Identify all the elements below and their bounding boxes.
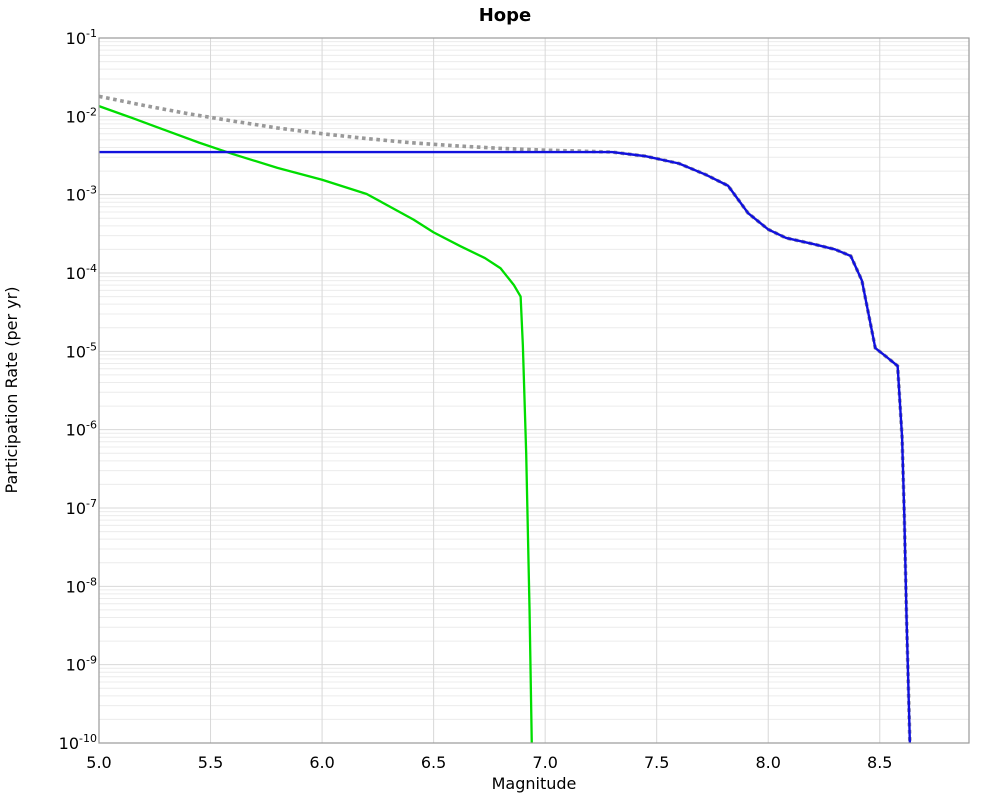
x-tick-label: 5.5 — [198, 753, 223, 772]
plot-border — [98, 37, 970, 744]
series-gray-dotted-rate-curve — [98, 94, 912, 744]
y-tick-label: 10-2 — [66, 105, 97, 126]
x-tick-label: 5.0 — [86, 753, 111, 772]
series-layer — [98, 94, 912, 744]
x-tick-label: 8.5 — [867, 753, 892, 772]
series-green-rate-curve — [98, 105, 533, 744]
y-axis-label: Participation Rate (per yr) — [2, 287, 21, 494]
y-tick-label: 10-4 — [66, 262, 97, 283]
x-tick-label: 8.0 — [756, 753, 781, 772]
y-tick-label: 10-5 — [66, 340, 97, 361]
chart-title: Hope — [479, 5, 532, 26]
y-tick-label: 10-10 — [59, 732, 97, 753]
y-tick-label: 10-6 — [66, 419, 97, 440]
y-tick-label: 10-9 — [66, 654, 97, 675]
x-axis-label: Magnitude — [492, 774, 577, 793]
x-tick-label: 7.5 — [644, 753, 669, 772]
series-blue-rate-curve — [99, 150, 912, 744]
y-tick-label: 10-3 — [66, 184, 97, 205]
y-tick-label: 10-1 — [66, 27, 97, 48]
x-tick-label: 6.0 — [309, 753, 334, 772]
grid-layer — [99, 37, 969, 744]
y-tick-label: 10-8 — [66, 575, 97, 596]
tick-label-layer: 5.0 5.5 6.0 6.5 7.0 7.5 8.0 8.5 10-1 10-2 10-3 10-4… — [59, 27, 893, 772]
x-tick-label: 6.5 — [421, 753, 446, 772]
y-tick-label: 10-7 — [66, 497, 97, 518]
x-tick-label: 7.0 — [532, 753, 557, 772]
